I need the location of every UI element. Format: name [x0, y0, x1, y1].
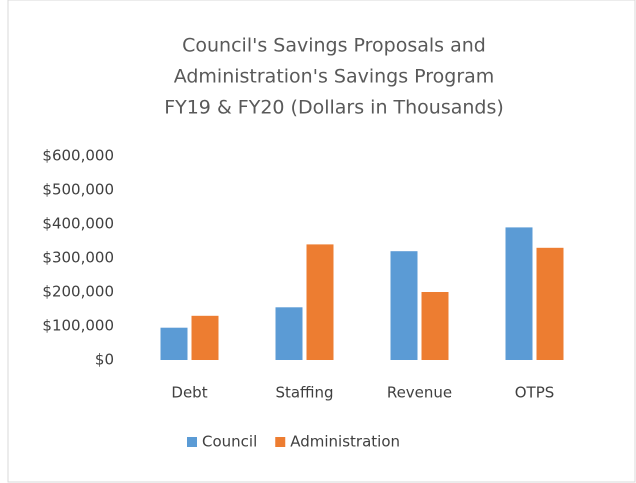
- x-tick-label: Revenue: [387, 384, 452, 402]
- legend-label: Administration: [290, 433, 400, 451]
- x-tick-label: Staffing: [275, 384, 333, 402]
- chart-title: Administration's Savings Program: [174, 66, 495, 88]
- bar: [421, 292, 449, 360]
- bar: [505, 227, 533, 360]
- y-tick-label: $500,000: [42, 181, 114, 199]
- y-tick-label: $100,000: [42, 317, 114, 335]
- y-tick-label: $600,000: [42, 147, 114, 165]
- x-tick-label: OTPS: [515, 384, 555, 402]
- legend-swatch: [275, 437, 286, 447]
- bar: [275, 307, 303, 360]
- chart-title: Council's Savings Proposals and: [182, 35, 486, 57]
- bar: [191, 315, 219, 360]
- legend-label: Council: [202, 433, 257, 451]
- bar: [306, 244, 334, 360]
- legend-swatch: [187, 437, 197, 447]
- chart-title: FY19 & FY20 (Dollars in Thousands): [164, 97, 504, 119]
- bar: [390, 251, 418, 360]
- x-tick-label: Debt: [171, 384, 207, 402]
- chart-border: [7, 0, 636, 483]
- y-tick-label: $400,000: [42, 215, 114, 233]
- bar: [160, 327, 188, 360]
- y-tick-label: $300,000: [42, 249, 114, 267]
- y-tick-label: $200,000: [42, 283, 114, 301]
- y-tick-label: $0: [95, 351, 114, 369]
- bar: [536, 247, 564, 360]
